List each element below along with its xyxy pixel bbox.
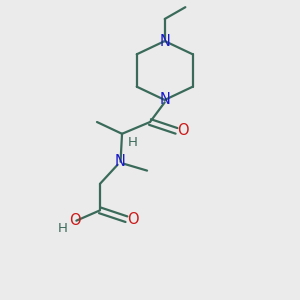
Text: O: O (69, 213, 81, 228)
Text: H: H (58, 221, 68, 235)
Text: H: H (128, 136, 137, 149)
Text: N: N (159, 34, 170, 49)
Text: N: N (159, 92, 170, 107)
Text: O: O (127, 212, 139, 227)
Text: N: N (115, 154, 126, 169)
Text: O: O (177, 123, 189, 138)
